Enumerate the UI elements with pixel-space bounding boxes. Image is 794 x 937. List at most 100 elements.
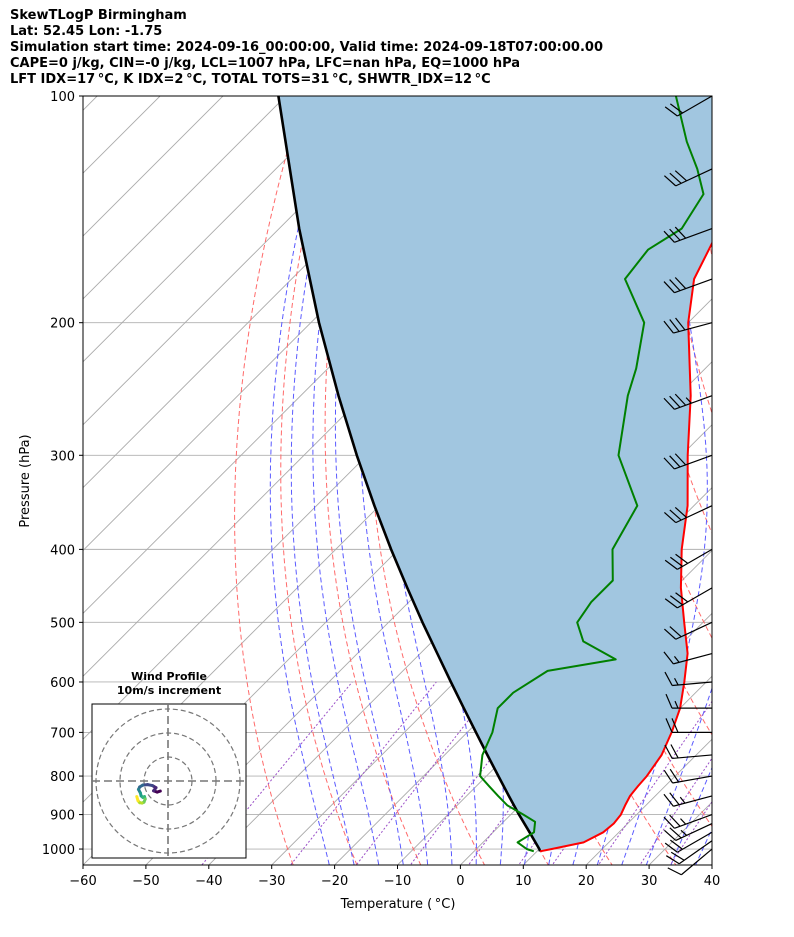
barb-staff (674, 228, 713, 243)
barb-staff (672, 681, 713, 687)
x-tick-label: −40 (195, 874, 222, 889)
barb-half-flag (685, 397, 692, 404)
barb-staff (675, 505, 713, 524)
barb-flag (664, 671, 673, 686)
barb-flag (675, 592, 689, 603)
y-tick-label: 500 (50, 616, 75, 631)
barb-flag (665, 718, 673, 733)
barb-staff (673, 322, 713, 334)
barb-staff (677, 95, 713, 117)
barb-flag (674, 506, 688, 518)
wind-barb (663, 621, 713, 640)
barb-flag (663, 281, 675, 294)
barb-flag (663, 397, 675, 410)
x-tick-label: 0 (456, 874, 464, 889)
location-line: Lat: 52.45 Lon: -1.75 (10, 24, 163, 39)
barb-flag (669, 509, 682, 521)
barb-flag (674, 226, 687, 239)
isotherm (333, 486, 712, 865)
barb-staff (677, 587, 713, 609)
barb-flag (669, 626, 682, 638)
barb-flag (675, 553, 689, 564)
mixing-ratio-line (289, 681, 437, 865)
barb-half-flag (679, 796, 686, 804)
barb-flag (663, 628, 677, 640)
moist-adiabat (334, 96, 404, 865)
barb-flag (664, 559, 678, 570)
isotherm (83, 96, 287, 300)
barb-flag (674, 277, 687, 290)
dewpoint-line (479, 96, 705, 853)
barb-half-flag (674, 677, 679, 686)
wind-barb (663, 277, 713, 294)
temperature-line (539, 241, 712, 853)
barb-staff (675, 823, 713, 841)
x-tick-label: 20 (578, 874, 595, 889)
barb-staff (675, 168, 713, 187)
wind-barb (663, 792, 713, 807)
barb-staff (674, 395, 713, 410)
y-tick-label: 800 (50, 770, 75, 785)
barb-flag (669, 228, 681, 241)
barb-staff (673, 652, 713, 665)
hodograph-segment (135, 795, 140, 803)
wind-barb (667, 848, 713, 876)
barb-staff (678, 840, 713, 865)
axes: −60 −50 −40 −30 −20 −10 0 10 20 30 40 1000 900 800 700… (42, 90, 720, 889)
barb-staff (680, 848, 713, 876)
barb-flag (664, 598, 678, 609)
barb-flag (663, 457, 675, 470)
barb-flag (665, 855, 680, 865)
barb-flag (663, 793, 674, 807)
dry-adiabat (790, 79, 794, 880)
barb-flag (669, 103, 683, 114)
barb-flag (663, 230, 675, 243)
valid-time-line: Simulation start time: 2024-09-16_00:00:… (10, 40, 603, 55)
x-tick-label: −20 (321, 874, 348, 889)
barb-staff (674, 454, 713, 470)
moist-adiabat (290, 96, 355, 865)
isotherm (83, 96, 413, 426)
moist-adiabat (645, 686, 712, 865)
barb-staff (672, 775, 713, 784)
wind-barb (665, 693, 712, 709)
x-tick-label: −10 (384, 874, 411, 889)
barb-flag (669, 395, 681, 408)
barb-staff (672, 754, 713, 760)
wind-barb (664, 95, 713, 117)
barb-flag (669, 839, 683, 850)
isotherm (83, 96, 350, 363)
barb-flag (669, 279, 681, 292)
barb-flag (664, 106, 678, 117)
x-tick-label: −50 (132, 874, 159, 889)
y-tick-label: 900 (50, 809, 75, 824)
wind-barb (663, 226, 713, 243)
wind-barb (663, 317, 713, 334)
wind-barb (665, 840, 713, 865)
barb-flag (669, 792, 680, 806)
barb-staff (674, 814, 713, 829)
barb-flag (669, 556, 683, 567)
barb-flag (674, 453, 687, 466)
barb-flag (674, 170, 688, 182)
mixing-ratio-line (597, 700, 712, 865)
barb-half-flag (673, 655, 680, 663)
dry-adiabat (726, 79, 794, 880)
hodograph-title-text: Wind Profile (131, 670, 207, 683)
cape-shading (278, 96, 712, 852)
wind-barb (663, 168, 713, 187)
barb-staff (674, 278, 713, 294)
wind-barb (664, 671, 713, 687)
barb-flag (663, 175, 677, 187)
wind-barb (664, 587, 713, 609)
moist-adiabat (713, 79, 794, 880)
y-tick-label: 200 (50, 317, 75, 332)
wind-barb (663, 393, 713, 410)
barb-half-flag (680, 829, 688, 836)
barb-flag (669, 172, 682, 184)
hodograph-subtitle: 10m/s increment (116, 684, 222, 697)
y-tick-label: 1000 (42, 843, 75, 858)
wind-barb (663, 768, 713, 784)
moist-adiabat (312, 96, 380, 865)
